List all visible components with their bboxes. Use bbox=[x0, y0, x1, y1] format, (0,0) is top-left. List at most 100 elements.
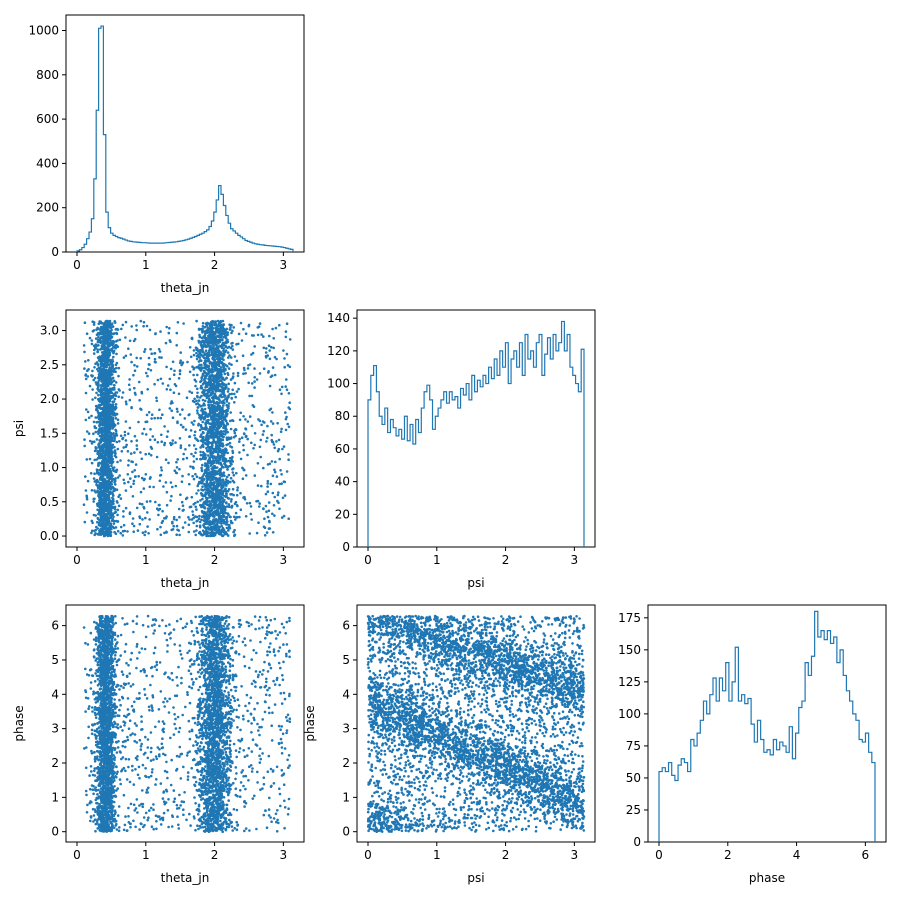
scatter-point bbox=[274, 326, 278, 330]
scatter-point bbox=[232, 530, 235, 534]
scatter-point bbox=[97, 463, 100, 466]
scatter-point bbox=[198, 524, 202, 527]
scatter-point bbox=[192, 349, 196, 352]
scatter-point bbox=[275, 475, 279, 478]
scatter-point bbox=[146, 388, 149, 391]
scatter-point bbox=[128, 398, 132, 402]
scatter-point bbox=[158, 479, 162, 483]
scatter-point bbox=[207, 364, 211, 368]
scatter-point bbox=[107, 516, 110, 519]
scatter-point bbox=[132, 524, 136, 528]
scatter-point bbox=[122, 356, 126, 359]
scatter-point bbox=[195, 457, 199, 461]
scatter-point bbox=[200, 433, 203, 436]
scatter-point bbox=[274, 460, 277, 464]
scatter-point bbox=[201, 463, 204, 467]
scatter-point bbox=[172, 373, 176, 377]
scatter-point bbox=[281, 496, 285, 500]
scatter-point bbox=[202, 473, 205, 477]
scatter-point bbox=[100, 375, 104, 379]
scatter-point bbox=[96, 420, 99, 424]
scatter-point bbox=[209, 527, 212, 531]
scatter-point bbox=[199, 418, 203, 421]
scatter-point bbox=[212, 337, 215, 341]
scatter-point bbox=[130, 440, 133, 443]
scatter-point bbox=[224, 478, 228, 481]
scatter-point bbox=[265, 510, 268, 513]
scatter-point bbox=[257, 521, 260, 524]
scatter-point bbox=[248, 415, 252, 418]
scatter-point bbox=[244, 515, 248, 518]
scatter-point bbox=[103, 370, 107, 374]
scatter-point bbox=[266, 482, 270, 485]
scatter-point bbox=[99, 522, 102, 526]
scatter-point bbox=[159, 473, 163, 477]
scatter-point bbox=[225, 436, 229, 440]
scatter-point bbox=[84, 377, 88, 381]
scatter-point bbox=[215, 327, 219, 330]
scatter-point bbox=[165, 490, 169, 494]
scatter-point bbox=[105, 471, 108, 475]
scatter-point bbox=[143, 348, 147, 351]
scatter-point bbox=[176, 321, 180, 324]
scatter-point bbox=[223, 533, 226, 536]
scatter-point bbox=[216, 528, 220, 531]
scatter-point bbox=[107, 512, 111, 516]
scatter-point bbox=[210, 370, 214, 374]
scatter-point bbox=[256, 484, 260, 487]
scatter-point bbox=[108, 487, 112, 490]
scatter-point bbox=[268, 357, 272, 361]
scatter-point bbox=[248, 394, 251, 398]
scatter-point bbox=[89, 472, 93, 475]
scatter-point bbox=[206, 534, 210, 538]
scatter-point bbox=[209, 385, 212, 389]
scatter-point bbox=[242, 372, 245, 376]
scatter-point bbox=[87, 416, 91, 420]
scatter-point bbox=[84, 475, 87, 478]
scatter-point bbox=[203, 407, 207, 411]
scatter-point bbox=[278, 388, 282, 392]
scatter-point bbox=[101, 388, 105, 391]
scatter-point bbox=[145, 420, 149, 424]
scatter-point bbox=[131, 470, 134, 474]
scatter-point bbox=[127, 459, 130, 462]
scatter-point bbox=[223, 426, 227, 430]
scatter-point bbox=[266, 485, 269, 488]
scatter-point bbox=[198, 514, 201, 518]
scatter-point bbox=[113, 320, 117, 324]
scatter-point bbox=[122, 446, 125, 449]
scatter-point bbox=[242, 327, 245, 331]
scatter-point bbox=[101, 498, 105, 502]
scatter-point bbox=[174, 471, 178, 475]
scatter-point bbox=[90, 442, 94, 445]
y-tick-label: 0.0 bbox=[40, 529, 59, 543]
scatter-point bbox=[101, 335, 105, 338]
scatter-point bbox=[238, 418, 242, 422]
scatter-point bbox=[153, 352, 156, 355]
scatter-point bbox=[92, 432, 95, 436]
scatter-point bbox=[147, 411, 151, 414]
scatter-point bbox=[99, 384, 102, 387]
scatter-point bbox=[199, 386, 203, 390]
scatter-point bbox=[228, 441, 232, 445]
scatter-point bbox=[136, 529, 140, 532]
scatter-point bbox=[192, 454, 195, 458]
scatter-point bbox=[210, 393, 213, 397]
scatter-point bbox=[259, 438, 263, 442]
scatter-point bbox=[129, 452, 133, 455]
scatter-point bbox=[181, 504, 185, 508]
scatter-point bbox=[253, 432, 257, 435]
scatter-point bbox=[220, 412, 223, 415]
scatter-point bbox=[240, 436, 244, 440]
scatter-point bbox=[228, 323, 231, 327]
scatter-point bbox=[268, 384, 272, 388]
scatter-point bbox=[149, 369, 153, 372]
scatter-point bbox=[90, 519, 94, 523]
scatter-point bbox=[161, 413, 164, 417]
scatter-point bbox=[205, 531, 208, 534]
scatter-point bbox=[86, 410, 90, 414]
scatter-point bbox=[158, 408, 161, 412]
scatter-point bbox=[104, 381, 107, 384]
scatter-point bbox=[271, 366, 275, 369]
scatter-point bbox=[237, 332, 241, 336]
